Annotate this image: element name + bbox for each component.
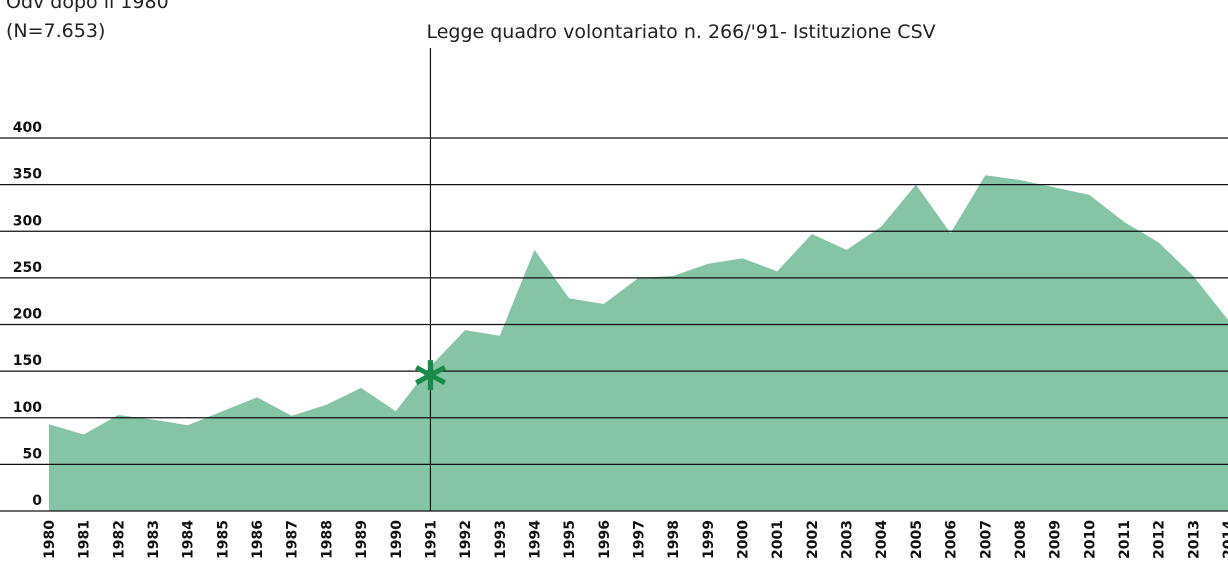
x-tick-label: 2014 [1221,520,1228,559]
chart-subtitle: (N=7.653) [6,20,105,42]
x-tick-label: 1998 [666,520,682,559]
x-tick-label: 1999 [701,520,717,559]
x-tick-label: 2011 [1117,520,1133,559]
x-tick-label: 1991 [423,520,439,559]
x-tick-label: 2010 [1082,520,1098,559]
x-tick-label: 2005 [909,520,925,559]
x-tick-label: 2009 [1048,520,1064,559]
y-tick-label: 50 [23,446,43,462]
y-tick-label: 300 [13,213,42,229]
x-tick-label: 1983 [146,520,162,559]
y-tick-label: 350 [13,167,42,183]
annotation-text: Legge quadro volontariato n. 266/'91- Is… [426,21,935,43]
y-tick-label: 0 [32,493,42,509]
annotation-marker: * [414,350,447,424]
x-tick-label: 1982 [111,520,127,559]
x-tick-label: 2003 [840,520,856,559]
x-tick-label: 2006 [944,520,960,559]
x-tick-label: 1992 [458,520,474,559]
y-tick-label: 200 [13,307,42,323]
area [49,175,1228,512]
x-tick-label: 1993 [493,520,509,559]
x-tick-label: 1997 [632,520,648,559]
x-tick-label: 1981 [77,520,93,559]
x-tick-label: 2002 [805,520,821,559]
x-tick-label: 1980 [42,520,58,559]
x-tick-label: 2007 [978,520,994,559]
x-tick-label: 2012 [1152,520,1168,559]
x-tick-label: 2004 [874,520,890,559]
x-tick-label: 1994 [527,520,543,559]
y-tick-label: 250 [13,260,42,276]
x-tick-label: 1988 [319,520,335,559]
chart-title: Odv dopo il 1980 [6,0,169,13]
x-tick-label: 2013 [1186,520,1202,559]
x-tick-label: 2008 [1013,520,1029,559]
x-tick-label: 2000 [736,520,752,559]
x-tick-label: 1995 [562,520,578,559]
x-tick-label: 1987 [285,520,301,559]
x-tick-label: 1985 [215,520,231,559]
x-tick-label: 1989 [354,520,370,559]
x-tick-label: 1986 [250,520,266,559]
x-tick-label: 1996 [597,520,613,559]
y-tick-label: 150 [13,353,42,369]
x-tick-label: 2001 [770,520,786,559]
y-tick-label: 400 [13,120,42,136]
x-tick-label: 1984 [181,520,197,559]
x-tick-label: 1990 [389,520,405,559]
y-tick-label: 100 [13,400,42,416]
